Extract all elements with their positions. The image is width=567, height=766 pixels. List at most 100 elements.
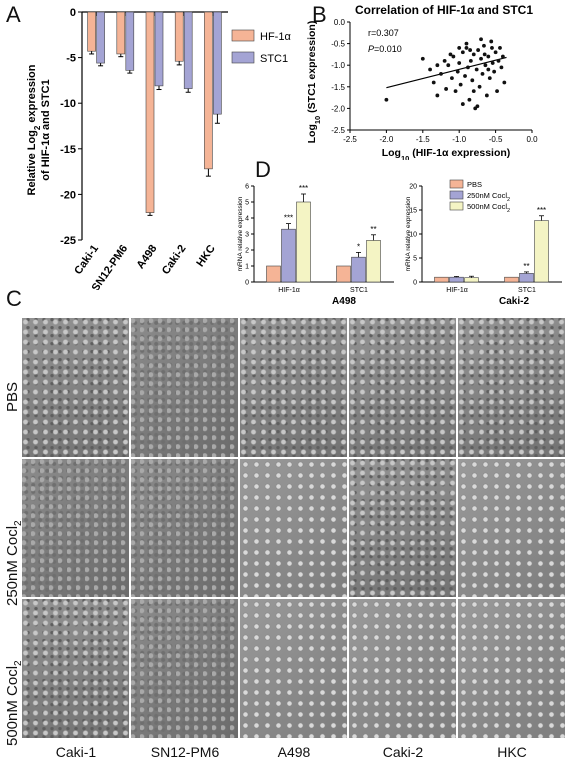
chart-da-significance: *: [357, 242, 360, 251]
col-label-caki1: Caki-1: [55, 744, 97, 760]
chart-b-point: [450, 76, 454, 81]
row-label-pbs: PBS: [4, 381, 21, 412]
micrograph-cell: [22, 458, 129, 598]
chart-d-legend-label: 500nM Cocl2: [467, 202, 510, 214]
chart-da-bar: [266, 265, 281, 283]
chart-da-bar: [281, 228, 296, 283]
chart-b-point: [482, 52, 487, 57]
panel-label-a: A: [6, 2, 21, 27]
chart-db-bar: [464, 277, 479, 283]
chart-b-ylabel: Log10 (STC1 expression): [306, 21, 322, 144]
micrograph-cell: [131, 318, 238, 457]
chart-b-point: [479, 37, 483, 42]
chart-b-point: [493, 50, 498, 55]
chart-d-legend-swatch: [449, 179, 464, 189]
chart-b-point: [468, 48, 473, 52]
chart-b-title: Correlation of HIF-1α and STC1: [355, 3, 533, 17]
chart-a-bar: [183, 11, 193, 89]
chart-a-bar: [96, 11, 105, 64]
chart-b-point: [477, 84, 482, 89]
chart-b-point: [457, 61, 462, 65]
chart-da-category-label: STC1: [350, 287, 368, 294]
chart-b-point: [444, 87, 448, 91]
chart-a-bar: [154, 11, 164, 87]
chart-b-point: [471, 52, 476, 57]
chart-b-fit-line: [386, 56, 507, 89]
chart-b-point: [483, 63, 488, 68]
chart-b-ytick-label: -0.5: [331, 40, 345, 49]
micrograph-cell: [458, 318, 565, 457]
chart-b-point: [480, 71, 485, 76]
chart-db-category-label: STC1: [518, 287, 536, 294]
chart-b-point: [495, 89, 499, 94]
chart-b-point: [475, 104, 480, 109]
panel-label-b: B: [312, 2, 327, 27]
chart-da-bar: [296, 201, 311, 283]
micrograph-cell: [349, 599, 456, 738]
chart-a-legend-label: HF-1α: [260, 31, 291, 43]
chart-b-correlation-scatter: Correlation of HIF-1α and STC1 r=0.307 P…: [306, 3, 538, 160]
micrograph-grid: [22, 318, 565, 738]
chart-b-point: [474, 67, 479, 72]
chart-b-point: [490, 61, 495, 65]
chart-b-ytick-label: -2.5: [331, 126, 345, 135]
chart-b-point: [489, 39, 494, 44]
chart-da-bar: [366, 240, 381, 283]
chart-b-xtick-label: -2.0: [380, 135, 394, 144]
chart-db-ytick-label: 0: [413, 280, 417, 287]
row-label-250nm: 250nM Cocl2: [4, 520, 24, 606]
chart-da-ytick-label: 2: [245, 248, 249, 255]
chart-db-category-label: HIF-1α: [446, 287, 468, 294]
micrograph-cell: [458, 599, 565, 738]
panel-label-c: C: [6, 286, 22, 311]
chart-b-xtick-label: 0.0: [526, 135, 538, 144]
chart-db-significance: ***: [537, 206, 546, 215]
chart-a-ytick-label: 0: [70, 7, 76, 19]
chart-a-category-label: Caki-2: [160, 243, 189, 277]
chart-a-bar: [145, 11, 155, 213]
chart-b-point: [479, 56, 483, 61]
col-label-a498: A498: [277, 744, 311, 760]
chart-d-legend-swatch: [449, 201, 464, 211]
chart-b-point: [453, 89, 458, 94]
chart-b-ytick-label: -1.5: [331, 83, 345, 92]
micrograph-cell: [22, 599, 129, 738]
chart-b-point: [500, 54, 505, 59]
chart-d-a498-title: A498: [332, 296, 356, 307]
chart-d-mrna-bars: 0123456******HIF-1α***STC105101520HIF-1α…: [237, 179, 562, 307]
micrograph-cell: [349, 458, 456, 598]
chart-da-category-label: HIF-1α: [278, 287, 300, 294]
chart-d-legend-label: PBS: [467, 180, 482, 189]
chart-b-point: [498, 46, 502, 50]
chart-da-bar: [336, 265, 351, 283]
chart-da-ytick-label: 1: [245, 264, 249, 271]
chart-b-point: [457, 46, 462, 50]
chart-b-p-annotation: P=0.010: [368, 44, 402, 54]
chart-b-point: [468, 58, 473, 63]
chart-da-ytick-label: 6: [245, 184, 249, 191]
chart-da-significance: ***: [284, 214, 293, 223]
chart-b-ytick-label: 0.0: [334, 18, 346, 27]
chart-b-point: [487, 76, 492, 81]
chart-b-point: [458, 82, 463, 87]
chart-a-ytick-label: -10: [60, 98, 76, 110]
chart-b-point: [471, 89, 476, 94]
chart-d-caki2-title: Caki-2: [499, 296, 529, 307]
chart-db-ytick-label: 5: [413, 256, 417, 263]
chart-a-ytick-label: -25: [60, 235, 76, 247]
col-label-caki2: Caki-2: [382, 744, 424, 760]
chart-b-point: [428, 67, 432, 72]
micrograph-cell: [22, 318, 129, 457]
chart-b-point: [464, 41, 469, 46]
chart-db-bar: [534, 220, 549, 283]
chart-b-point: [460, 102, 465, 106]
chart-a-bar: [174, 11, 184, 62]
micrograph-cell: [131, 599, 238, 738]
chart-db-significance: **: [523, 262, 529, 271]
chart-b-point: [420, 56, 425, 61]
chart-da-bar: [351, 256, 366, 283]
chart-b-xlabel: Log10 (HIF-1α expression): [382, 147, 511, 160]
chart-b-point: [486, 67, 491, 72]
micrograph-cell: [240, 458, 347, 598]
